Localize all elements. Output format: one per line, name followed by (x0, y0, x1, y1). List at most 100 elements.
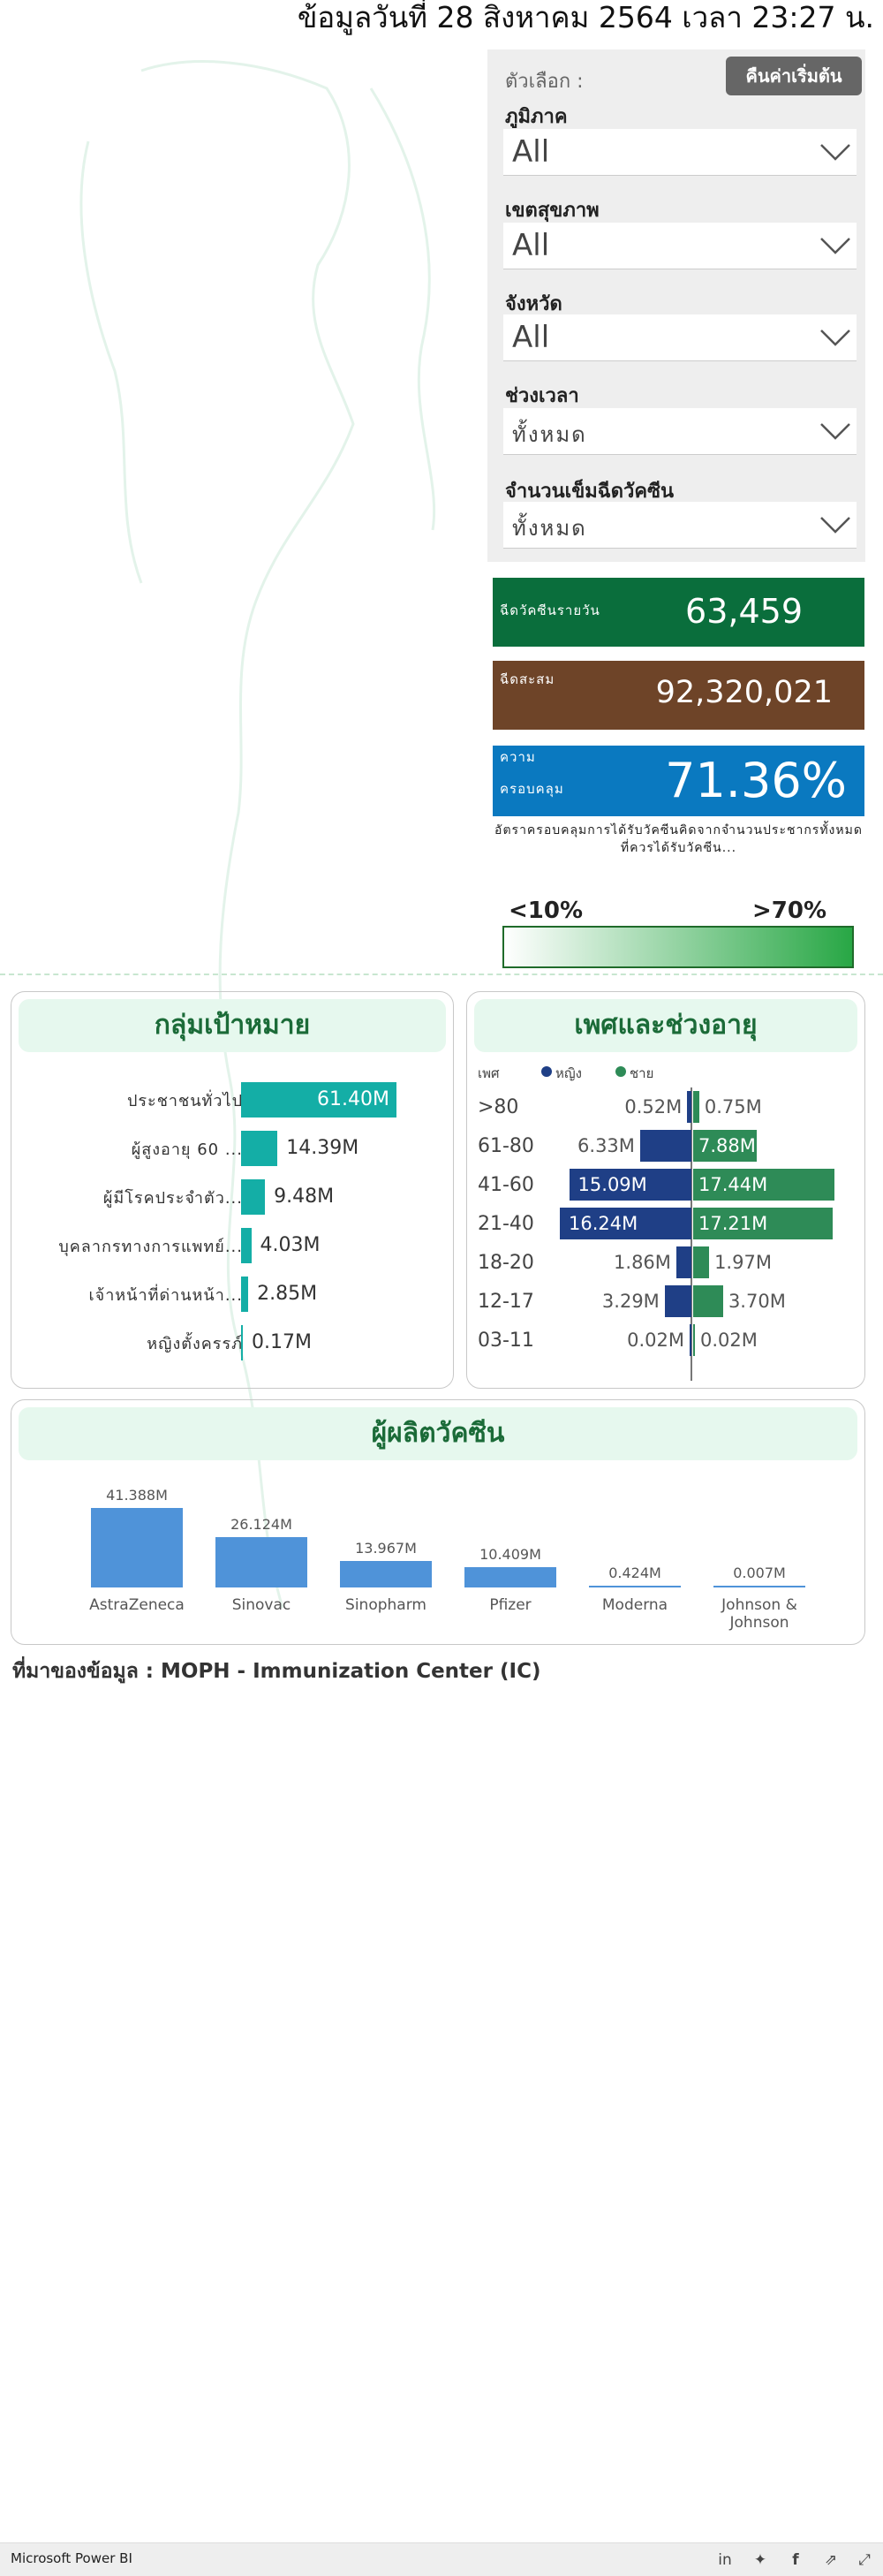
kpi-daily-label: ฉีดวัคซีนรายวัน (500, 602, 600, 618)
manufacturer-bar[interactable] (215, 1537, 307, 1587)
manufacturer-value: 41.388M (106, 1487, 168, 1504)
kpi-coverage-label-1: ความ (500, 749, 536, 765)
male-bar[interactable] (693, 1246, 710, 1278)
male-value: 7.88M (698, 1135, 756, 1156)
age-group-label: 21-40 (478, 1213, 534, 1235)
target-group-label: เจ้าหน้าที่ด่านหน้า... (88, 1286, 243, 1305)
filter-panel: ตัวเลือก : คืนค่าเริ่มต้น ภูมิภาค All เข… (487, 49, 865, 562)
target-group-value: 14.39M (286, 1137, 359, 1159)
target-group-bar[interactable] (241, 1325, 243, 1360)
age-group-label: 61-80 (478, 1135, 534, 1157)
target-group-value: 61.40M (317, 1088, 389, 1110)
last-update-text: ข้อมูลวันที่ 28 สิงหาคม 2564 เวลา 23:27 … (297, 0, 874, 34)
slicer-health-zone-value: All (512, 228, 550, 263)
target-group-label: บุคลากรทางการแพทย์... (58, 1238, 243, 1256)
slicer-dose-title: จำนวนเข็มฉีดวัคซีน (505, 481, 675, 503)
female-bar[interactable] (569, 1169, 691, 1201)
gender-age-card: เพศและช่วงอายุ เพศ หญิง ชาย >80 0.52M 0.75… (466, 991, 865, 1389)
male-bar[interactable] (693, 1130, 758, 1162)
slicer-region-value: All (512, 134, 550, 170)
target-group-label: หญิงตั้งครรภ์ (147, 1335, 243, 1353)
male-value: 3.70M (728, 1291, 786, 1312)
male-value: 17.44M (698, 1174, 768, 1195)
manufacturer-bar[interactable] (91, 1508, 183, 1587)
section-divider (0, 974, 883, 975)
male-bar[interactable] (693, 1285, 723, 1317)
female-bar[interactable] (664, 1285, 691, 1317)
slicer-period-dropdown[interactable]: ทั้งหมด (503, 408, 857, 455)
male-value: 1.97M (714, 1252, 772, 1273)
target-group-bar[interactable] (241, 1228, 252, 1263)
female-value: 15.09M (577, 1174, 647, 1195)
target-group-bar[interactable] (241, 1131, 278, 1166)
gender-age-title: เพศและช่วงอายุ (474, 999, 857, 1052)
manufacturers-title: ผู้ผลิตวัคซีน (19, 1407, 857, 1460)
manufacturer-bar[interactable] (464, 1567, 556, 1587)
target-groups-chart: ประชาชนทั่วไป 61.40M ผู้สูงอายุ 60 ... 14.3… (11, 992, 453, 1388)
male-bar[interactable] (693, 1091, 699, 1123)
manufacturer-bar[interactable] (340, 1560, 432, 1587)
male-bar[interactable] (693, 1169, 834, 1201)
female-value: 16.24M (569, 1213, 638, 1234)
slicer-period-value: ทั้งหมด (512, 422, 587, 447)
linkedin-icon[interactable]: in (718, 2551, 732, 2569)
fullscreen-icon[interactable]: ⤢ (858, 2551, 871, 2569)
slicer-region-dropdown[interactable]: All (503, 129, 857, 176)
manufacturer-bar[interactable] (713, 1586, 805, 1587)
age-group-label: 18-20 (478, 1252, 534, 1274)
chevron-down-icon (820, 144, 850, 161)
female-bar[interactable] (687, 1091, 691, 1123)
target-group-bar[interactable] (241, 1179, 266, 1215)
slicer-province-dropdown[interactable]: All (503, 314, 857, 361)
female-value: 1.86M (614, 1252, 671, 1273)
female-bar[interactable] (690, 1324, 691, 1356)
manufacturer-label: AstraZeneca (89, 1596, 185, 1614)
share-icon[interactable]: ⇗ (824, 2551, 838, 2569)
powerbi-brand-link[interactable]: Microsoft Power BI (11, 2550, 132, 2566)
target-group-bar[interactable] (241, 1082, 396, 1118)
target-group-value: 9.48M (274, 1186, 335, 1208)
chevron-down-icon (820, 238, 850, 254)
facebook-icon[interactable]: f (792, 2551, 799, 2569)
kpi-daily-card: ฉีดวัคซีนรายวัน 63,459 (493, 578, 864, 647)
female-bar[interactable] (675, 1246, 691, 1278)
kpi-coverage-value: 71.36% (665, 753, 847, 808)
gender-legend-title: เพศ (478, 1065, 500, 1081)
slicer-health-zone-dropdown[interactable]: All (503, 223, 857, 269)
slicer-period-title: ช่วงเวลา (505, 385, 579, 407)
slicer-province-title: จังหวัด (505, 293, 562, 315)
male-value: 0.75M (704, 1096, 762, 1118)
reset-button[interactable]: คืนค่าเริ่มต้น (726, 57, 862, 95)
target-group-value: 0.17M (252, 1331, 312, 1353)
target-group-label: ประชาชนทั่วไป (126, 1092, 243, 1110)
legend-male-dot (615, 1066, 626, 1077)
manufacturer-bar[interactable] (589, 1586, 681, 1587)
slicer-province-value: All (512, 320, 550, 355)
twitter-icon[interactable]: ✦ (753, 2551, 767, 2569)
manufacturer-label: Pfizer (489, 1596, 532, 1614)
slicer-dose-dropdown[interactable]: ทั้งหมด (503, 502, 857, 549)
male-bar[interactable] (693, 1208, 833, 1239)
kpi-cumulative-card: ฉีดสะสม 92,320,021 (493, 661, 864, 730)
age-group-label: 12-17 (478, 1291, 534, 1313)
target-group-bar[interactable] (241, 1277, 249, 1312)
manufacturers-card: ผู้ผลิตวัคซีน 41.388M AstraZeneca 26.124M S… (11, 1399, 865, 1645)
manufacturers-chart: 41.388M AstraZeneca 26.124M Sinovac 13.967M S… (11, 1400, 864, 1644)
manufacturer-value: 10.409M (479, 1546, 541, 1564)
age-group-label: >80 (478, 1096, 519, 1118)
legend-male-label[interactable]: ชาย (630, 1065, 654, 1081)
coverage-note: อัตราครอบคลุมการได้รับวัคซีนคิดจากจำนวนป… (494, 823, 863, 855)
age-group-label: 41-60 (478, 1174, 534, 1196)
chevron-down-icon (820, 517, 850, 534)
male-bar[interactable] (693, 1324, 695, 1356)
legend-low-label: <10% (509, 898, 584, 924)
female-bar[interactable] (560, 1208, 691, 1239)
kpi-coverage-label-2: ครอบคลุม (500, 781, 564, 797)
chevron-down-icon (820, 423, 850, 440)
age-group-label: 03-11 (478, 1330, 534, 1352)
thailand-map[interactable] (35, 35, 477, 1714)
manufacturer-label: Johnson & Johnson (721, 1596, 797, 1632)
target-group-label: ผู้สูงอายุ 60 ... (131, 1140, 243, 1159)
female-bar[interactable] (639, 1130, 691, 1162)
legend-female-label[interactable]: หญิง (555, 1065, 582, 1081)
